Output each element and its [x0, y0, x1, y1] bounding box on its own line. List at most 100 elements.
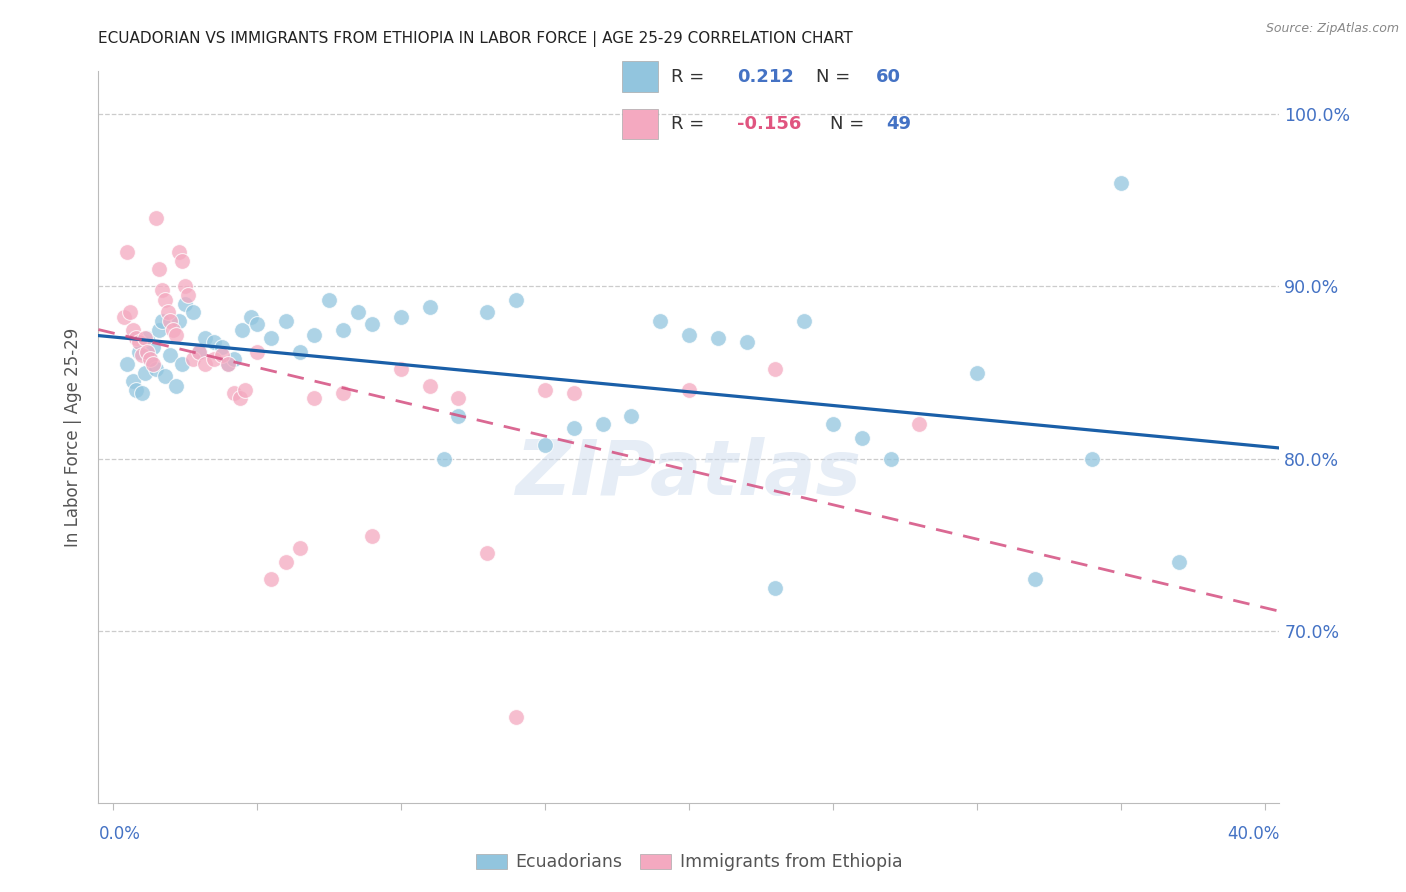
Point [505, 710, 527, 724]
Point [562, 386, 585, 401]
Point [908, 417, 931, 432]
Text: 60: 60 [876, 68, 901, 86]
Point [678, 327, 700, 342]
Point [139, 351, 162, 366]
Legend: Ecuadorians, Immigrants from Ethiopia: Ecuadorians, Immigrants from Ethiopia [468, 847, 910, 879]
Point [136, 344, 159, 359]
Point [763, 362, 786, 376]
Point [361, 529, 384, 543]
Point [260, 572, 283, 586]
Point [217, 357, 239, 371]
Point [142, 340, 165, 354]
Point [183, 351, 205, 366]
Point [332, 322, 354, 336]
Point [246, 318, 269, 332]
Point [419, 300, 441, 314]
Point [1109, 176, 1132, 190]
Point [145, 362, 167, 376]
Point [1024, 572, 1046, 586]
Point [419, 379, 441, 393]
Point [211, 340, 233, 354]
Point [534, 383, 557, 397]
Point [128, 334, 150, 349]
Point [260, 331, 283, 345]
Text: -0.156: -0.156 [737, 115, 801, 133]
Point [122, 322, 145, 336]
Point [447, 409, 470, 423]
Point [447, 392, 470, 406]
Point [650, 314, 672, 328]
Point [167, 314, 190, 328]
Point [165, 327, 187, 342]
Point [188, 344, 211, 359]
Point [477, 305, 499, 319]
Point [131, 348, 153, 362]
Text: 0.212: 0.212 [737, 68, 794, 86]
Text: R =: R = [671, 115, 704, 133]
Point [706, 331, 728, 345]
Text: N =: N = [817, 68, 851, 86]
Point [173, 296, 195, 310]
Text: 0.0%: 0.0% [98, 825, 141, 843]
Point [170, 253, 193, 268]
Point [188, 344, 211, 359]
Point [851, 431, 873, 445]
Point [165, 379, 187, 393]
Point [194, 357, 217, 371]
Y-axis label: In Labor Force | Age 25-29: In Labor Force | Age 25-29 [65, 327, 83, 547]
Point [134, 331, 156, 345]
Point [202, 334, 225, 349]
Text: R =: R = [671, 68, 704, 86]
Point [966, 366, 988, 380]
Point [122, 374, 145, 388]
Point [150, 283, 173, 297]
Point [150, 314, 173, 328]
Point [231, 322, 253, 336]
Point [821, 417, 844, 432]
Point [112, 310, 135, 325]
Point [477, 546, 499, 560]
Point [139, 351, 162, 366]
Point [159, 314, 181, 328]
Text: 49: 49 [886, 115, 911, 133]
Point [304, 327, 326, 342]
Point [153, 369, 176, 384]
Point [211, 348, 233, 362]
Point [134, 366, 156, 380]
Point [346, 305, 368, 319]
Point [128, 344, 150, 359]
Point [153, 293, 176, 308]
Point [274, 314, 297, 328]
Point [304, 392, 326, 406]
Point [288, 344, 311, 359]
Point [148, 322, 170, 336]
Point [735, 334, 758, 349]
Point [332, 386, 354, 401]
Point [194, 331, 217, 345]
Bar [621, 62, 658, 92]
Text: ZIPatlas: ZIPatlas [516, 437, 862, 510]
Point [534, 438, 557, 452]
Point [167, 245, 190, 260]
Point [120, 305, 142, 319]
Point [125, 331, 148, 345]
Point [115, 357, 138, 371]
Point [202, 351, 225, 366]
Point [233, 383, 256, 397]
Text: N =: N = [830, 115, 863, 133]
Bar [621, 109, 658, 139]
Point [222, 351, 245, 366]
Point [389, 310, 412, 325]
Point [246, 344, 269, 359]
Point [148, 262, 170, 277]
Point [389, 362, 412, 376]
Point [156, 305, 179, 319]
Text: Source: ZipAtlas.com: Source: ZipAtlas.com [1265, 22, 1399, 36]
Point [162, 322, 184, 336]
Point [1081, 451, 1104, 466]
Point [763, 581, 786, 595]
Point [131, 386, 153, 401]
Point [620, 409, 643, 423]
Point [217, 357, 239, 371]
Point [228, 392, 250, 406]
